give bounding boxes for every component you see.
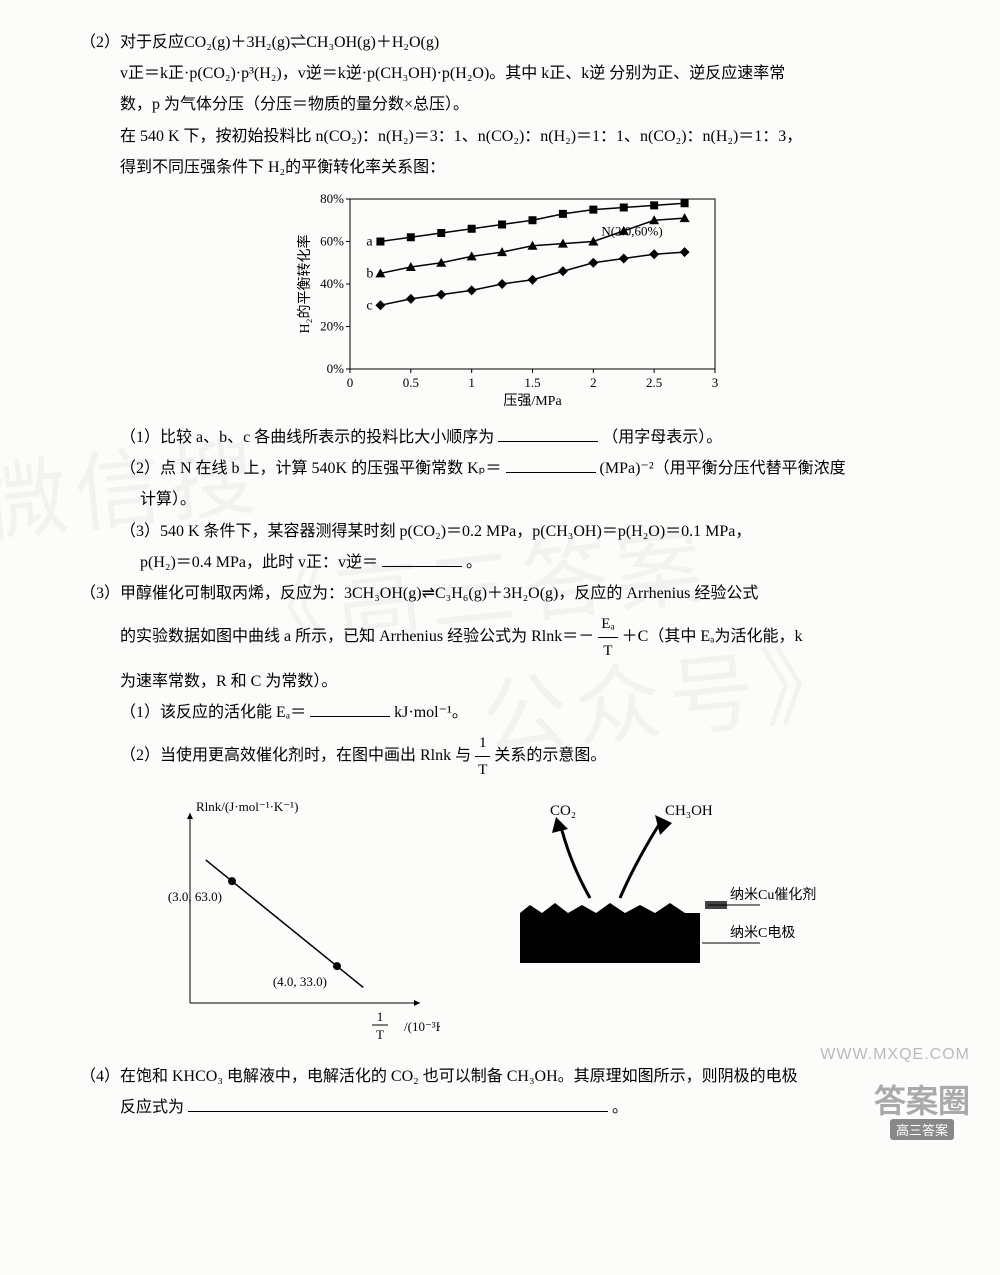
q21-line: （1）比较 a、b、c 各曲线所表示的投料比大小顺序为 （用字母表示）。 (80, 424, 940, 451)
svg-text:纳米C电极: 纳米C电极 (730, 925, 795, 941)
svg-text:1: 1 (377, 1009, 384, 1024)
frac-num: Eₐ (598, 611, 617, 638)
q4-line2: 反应式为 。 (80, 1094, 940, 1121)
svg-text:Rlnk/(J·mol⁻¹·K⁻¹): Rlnk/(J·mol⁻¹·K⁻¹) (196, 799, 298, 814)
svg-text:c: c (366, 298, 372, 313)
q22-blank[interactable] (506, 456, 596, 473)
q4-l2a: 反应式为 (120, 1099, 184, 1116)
q4-line1: （4）在饱和 KHCO₃ 电解液中，电解活化的 CO₂ 也可以制备 CH₃OH。… (80, 1063, 940, 1090)
q22a: （2）点 N 在线 b 上，计算 540K 的压强平衡常数 Kₚ＝ (120, 460, 502, 477)
q32-frac: 1T (475, 730, 490, 783)
q2-line4: 在 540 K 下，按初始投料比 n(CO₂)：n(H₂)＝3：1、n(CO₂)… (80, 123, 940, 150)
q23-line1: （3）540 K 条件下，某容器测得某时刻 p(CO₂)＝0.2 MPa，p(C… (80, 518, 940, 545)
q31-blank[interactable] (310, 700, 390, 717)
q21-blank[interactable] (498, 425, 598, 442)
q4-l2end: 。 (612, 1099, 628, 1116)
q23-line2: p(H₂)＝0.4 MPa，此时 v正：v逆＝ 。 (80, 549, 940, 576)
svg-text:压强/MPa: 压强/MPa (503, 394, 562, 409)
chart2-svg: Rlnk/(J·mol⁻¹·K⁻¹) 1 T /(10⁻³K⁻¹) (3.0, 63.0… (140, 793, 440, 1053)
svg-text:40%: 40% (320, 276, 344, 291)
q3-l2b: ＋C（其中 Eₐ为活化能，k (622, 628, 803, 645)
q23c: 。 (466, 554, 482, 571)
svg-text:N(2.0,60%): N(2.0,60%) (601, 223, 662, 238)
frac-den: T (598, 638, 617, 664)
frac-den-2: T (475, 757, 490, 783)
svg-text:60%: 60% (320, 233, 344, 248)
svg-text:H₂的平衡转化率: H₂的平衡转化率 (296, 234, 313, 333)
q21-text: （1）比较 a、b、c 各曲线所表示的投料比大小顺序为 (120, 429, 494, 446)
frac-num-2: 1 (475, 730, 490, 757)
q31a: （1）该反应的活化能 Eₐ＝ (120, 704, 306, 721)
svg-text:2: 2 (590, 375, 597, 390)
q32tail: 关系的示意图。 (494, 747, 606, 764)
logo-line2: 高三答案 (890, 1119, 954, 1140)
q3-line3: 为速率常数，R 和 C 为常数）。 (80, 668, 940, 695)
svg-text:0.5: 0.5 (403, 375, 419, 390)
q22-line2: 计算）。 (80, 486, 940, 513)
q3-line2: 的实验数据如图中曲线 a 所示，已知 Arrhenius 经验公式为 Rlnk＝… (80, 611, 940, 664)
q2-line5: 得到不同压强条件下 H₂的平衡转化率关系图： (80, 154, 940, 181)
q22b: (MPa)⁻²（用平衡分压代替平衡浓度 (600, 460, 846, 477)
q2-line3: 数，p 为气体分压（分压＝物质的量分数×总压）。 (80, 91, 940, 118)
svg-text:T: T (376, 1027, 384, 1042)
q31unit: kJ·mol⁻¹。 (394, 704, 468, 721)
chart1-svg: 0% 20% 40% 60% 80% 0 0.5 1 1.5 2 2.5 3 压强/MPa H₂的平衡转化… (295, 189, 725, 409)
svg-text:/(10⁻³K⁻¹): /(10⁻³K⁻¹) (404, 1019, 440, 1034)
q32-line: （2）当使用更高效催化剂时，在图中画出 Rlnk 与 1T 关系的示意图。 (80, 730, 940, 783)
q23b: p(H₂)＝0.4 MPa，此时 v正：v逆＝ (140, 554, 378, 571)
svg-text:3: 3 (712, 375, 719, 390)
svg-text:CH₃OH: CH₃OH (665, 803, 713, 819)
logo-line1: 答案圈 (874, 1076, 970, 1122)
q3-l2a: 的实验数据如图中曲线 a 所示，已知 Arrhenius 经验公式为 Rlnk＝… (120, 628, 594, 645)
svg-text:80%: 80% (320, 191, 344, 206)
svg-text:a: a (366, 234, 373, 249)
svg-text:0%: 0% (327, 361, 345, 376)
q23-blank[interactable] (382, 550, 462, 567)
q2-line2: v正＝k正·p(CO₂)·p³(H₂)，v逆＝k逆·p(CH₃OH)·p(H₂O… (80, 60, 940, 87)
svg-text:纳米Cu催化剂: 纳米Cu催化剂 (730, 887, 816, 903)
q22-line1: （2）点 N 在线 b 上，计算 540K 的压强平衡常数 Kₚ＝ (MPa)⁻… (80, 455, 940, 482)
q3-line1: （3）甲醇催化可制取丙烯，反应为：3CH₃OH(g)⇌C₃H₆(g)＋3H₂O(… (80, 580, 940, 607)
svg-text:20%: 20% (320, 318, 344, 333)
url-watermark: WWW.MXQE.COM (820, 1046, 970, 1064)
logo-block: 答案圈 高三答案 (874, 1076, 970, 1140)
q4-blank[interactable] (188, 1095, 608, 1112)
chart1-container: 0% 20% 40% 60% 80% 0 0.5 1 1.5 2 2.5 3 压强/MPa H₂的平衡转化… (80, 189, 940, 414)
svg-text:(4.0, 33.0): (4.0, 33.0) (273, 974, 327, 989)
q31-line: （1）该反应的活化能 Eₐ＝ kJ·mol⁻¹。 (80, 699, 940, 726)
q2-line1: （2）对于反应CO₂(g)＋3H₂(g)⇌CH₃OH(g)＋H₂O(g) (80, 29, 940, 56)
svg-text:CO₂: CO₂ (550, 803, 576, 819)
q32a: （2）当使用更高效催化剂时，在图中画出 Rlnk 与 (120, 747, 475, 764)
svg-text:(3.0, 63.0): (3.0, 63.0) (168, 889, 222, 904)
diagram-svg: CO₂ CH₃OH 纳米Cu催化剂纳米C电极 (460, 793, 820, 993)
svg-text:b: b (366, 266, 373, 281)
svg-text:0: 0 (347, 375, 354, 390)
svg-text:1: 1 (468, 375, 475, 390)
svg-text:2.5: 2.5 (646, 375, 662, 390)
q21-tail: （用字母表示）。 (602, 429, 722, 446)
q3-frac: EₐT (598, 611, 617, 664)
svg-text:1.5: 1.5 (524, 375, 540, 390)
